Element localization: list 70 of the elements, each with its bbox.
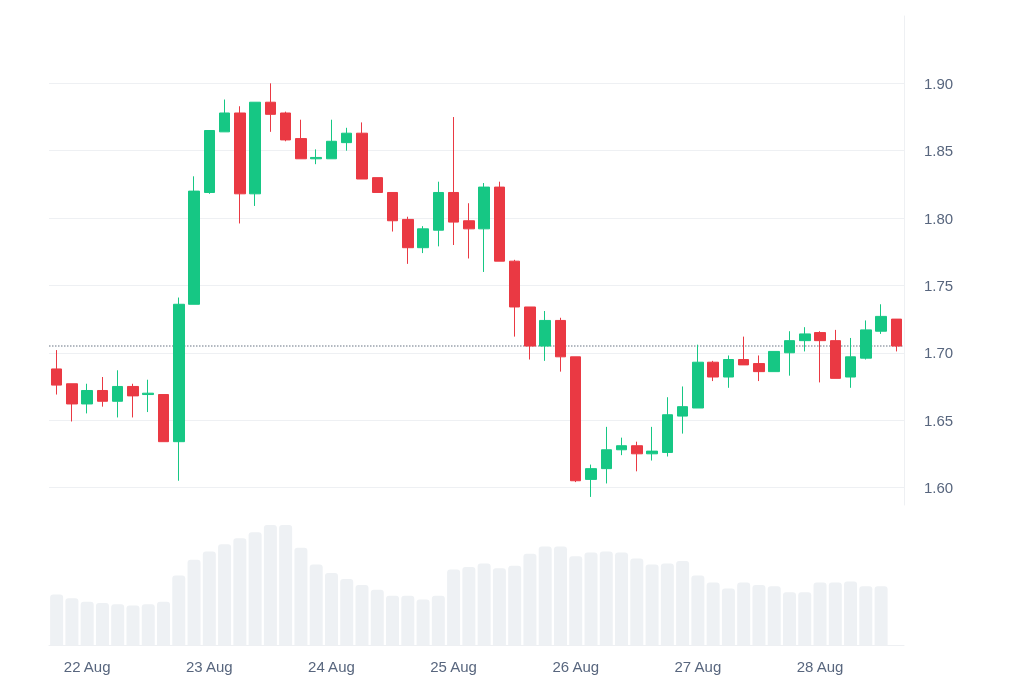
candlestick — [677, 385, 688, 435]
candlestick — [341, 127, 352, 152]
candlestick — [448, 116, 459, 246]
candlestick — [845, 337, 856, 389]
y-tick-label: 1.80 — [924, 209, 954, 227]
x-tick-label: 26 Aug — [552, 658, 600, 675]
candlestick — [234, 105, 246, 224]
candlestick — [570, 356, 581, 483]
candlestick — [601, 426, 612, 484]
candlestick — [310, 148, 322, 165]
y-tick-label: 1.65 — [924, 411, 954, 429]
y-tick-label: 1.60 — [924, 478, 954, 496]
candlestick — [372, 177, 383, 193]
y-tick-label: 1.90 — [924, 74, 954, 92]
candlestick — [66, 383, 78, 422]
candlestick — [799, 326, 811, 352]
candlestick — [768, 350, 780, 373]
candlestick — [646, 426, 658, 462]
candlestick — [616, 437, 627, 456]
candlestick — [631, 441, 643, 472]
candlestick — [127, 383, 139, 418]
candlestick — [478, 182, 490, 273]
candlestick — [112, 369, 123, 418]
candlestick — [173, 297, 185, 482]
candlestick — [280, 111, 291, 142]
candlestick — [356, 121, 368, 180]
candlestick — [585, 464, 597, 498]
x-tick-label: 25 Aug — [430, 658, 477, 675]
candlestick — [738, 336, 749, 366]
candlestick — [494, 181, 505, 262]
candlestick — [97, 376, 108, 408]
candlestick — [249, 101, 261, 207]
candlestick — [265, 82, 276, 133]
candlestick — [219, 99, 230, 133]
candlestick — [555, 317, 566, 373]
y-tick-label: 1.85 — [924, 142, 954, 160]
candlestick — [524, 306, 536, 361]
x-tick-label: 27 Aug — [674, 658, 722, 675]
candlestick — [433, 181, 444, 247]
candlestick — [875, 303, 887, 335]
candlestick — [509, 259, 520, 338]
candlestick — [188, 175, 200, 305]
candlestick — [463, 202, 475, 259]
x-tick-label: 24 Aug — [308, 658, 355, 675]
candlestick — [295, 119, 307, 160]
candlestick — [402, 216, 414, 265]
candlestick — [753, 354, 765, 382]
candlestick — [707, 360, 719, 382]
candlestick — [830, 329, 841, 379]
x-tick-label: 23 Aug — [185, 658, 233, 675]
candlestick — [784, 330, 795, 377]
candlestick — [81, 383, 93, 414]
x-tick-label: 28 Aug — [796, 658, 844, 675]
y-tick-label: 1.70 — [924, 344, 954, 362]
candlestick — [51, 349, 62, 396]
candlestick — [158, 394, 169, 443]
candlestick — [417, 225, 429, 254]
candlestick — [723, 354, 734, 389]
candlestick — [891, 318, 902, 352]
y-tick-label: 1.75 — [924, 276, 954, 294]
candlestick — [539, 310, 551, 362]
candlestick — [204, 130, 215, 195]
candlestick — [387, 191, 398, 233]
candlestick — [814, 330, 826, 383]
candlestick — [662, 396, 673, 457]
candlestick — [142, 379, 154, 413]
candlestick — [326, 119, 337, 160]
candlestick — [860, 319, 872, 361]
x-tick-label: 22 Aug — [63, 658, 111, 675]
candlestick — [692, 344, 704, 409]
